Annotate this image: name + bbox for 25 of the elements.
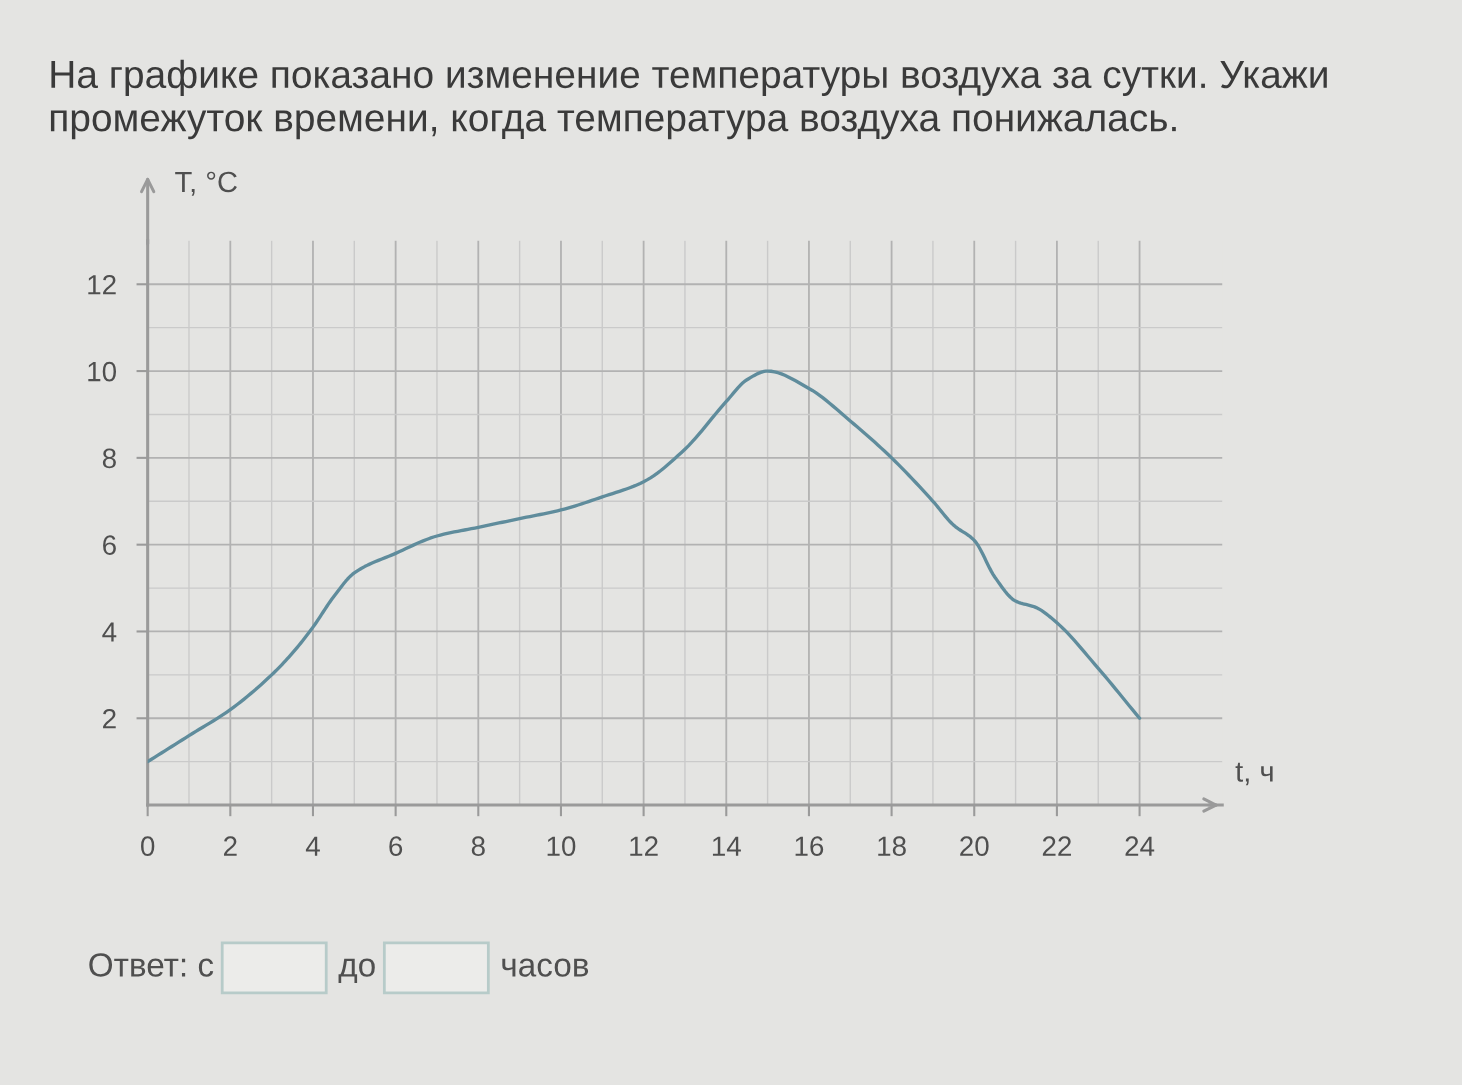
y-axis-title: T, °C [175, 171, 237, 196]
y-tick-label: 12 [88, 274, 116, 295]
x-tick-label: 16 [795, 836, 824, 857]
x-tick-label: 24 [1125, 836, 1155, 856]
text: Ответ: с [89, 953, 214, 977]
y-tick-label: 10 [88, 361, 117, 382]
text: часов [502, 958, 589, 977]
x-tick-label: 22 [1042, 836, 1071, 856]
y-tick-label: 8 [102, 448, 116, 469]
x-axis-title: t, ч [1235, 762, 1273, 786]
x-tick-label: 20 [960, 836, 989, 857]
x-tick-label: 4 [305, 836, 320, 856]
x-tick-label: 10 [547, 836, 576, 857]
y-tick-label: 6 [103, 535, 116, 556]
x-tick-label: 8 [471, 836, 485, 857]
y-tick-label: 2 [103, 708, 116, 729]
x-tick-label: 2 [224, 836, 237, 856]
x-tick-label: 6 [389, 836, 403, 857]
y-tick-label: 4 [102, 622, 117, 642]
x-tick-label: 0 [141, 836, 155, 857]
text: до [338, 958, 375, 984]
x-tick-label: 14 [712, 836, 741, 856]
x-tick-label: 12 [630, 836, 658, 856]
x-tick-label: 18 [878, 836, 906, 857]
chart-title: На графике показано изменение температуры воздуха за сутки. Укажи промежуток времени, когда температура воздуха понижалась. [50, 59, 1327, 140]
